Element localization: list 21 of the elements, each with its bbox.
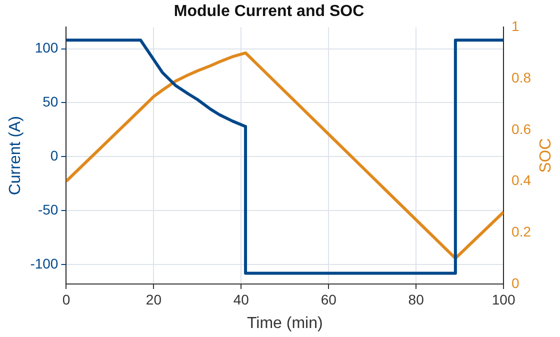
y2-tick-label: 1 [512, 18, 520, 34]
y-tick-label: 50 [42, 94, 58, 110]
y2-tick-label: 0.8 [512, 69, 532, 86]
chart-title: Module Current and SOC [174, 3, 365, 20]
y2-axis-title: SOC [537, 138, 554, 173]
y2-tick-label: 0.4 [512, 172, 532, 188]
y-axis-title: Current (A) [7, 116, 24, 196]
x-tick-label: 0 [62, 291, 70, 308]
x-tick-label: 20 [146, 291, 162, 308]
y-tick-label: 0 [50, 148, 58, 164]
y2-tick-label: 0 [512, 274, 520, 291]
x-tick-label: 100 [492, 291, 516, 308]
x-axis-title: Time (min) [246, 314, 323, 332]
x-tick-label: 80 [408, 291, 424, 308]
y-tick-label: -50 [38, 201, 58, 218]
y-tick-label: 100 [34, 40, 58, 56]
y2-tick-label: 0.2 [512, 224, 532, 240]
y-tick-label: -100 [30, 255, 58, 272]
x-tick-label: 40 [233, 291, 250, 308]
y2-tick-label: 0.6 [512, 120, 532, 137]
x-tick-label: 60 [320, 291, 337, 308]
